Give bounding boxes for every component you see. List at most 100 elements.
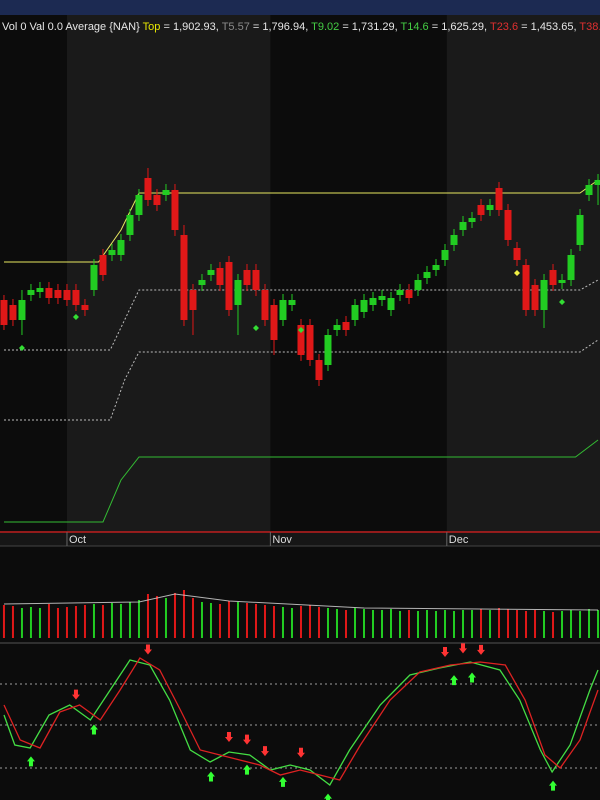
volume-bar [272,606,275,638]
candle-body [216,268,224,285]
header-segment: T23.6 [490,21,518,33]
volume-bar [326,608,329,638]
candle-body [324,335,332,365]
volume-bar [516,610,519,638]
volume-bar [254,604,257,638]
candle-body [342,322,350,330]
volume-bar [344,610,347,638]
candle-body [423,272,431,278]
x-tick-label: Dec [449,534,469,546]
volume-bar [525,611,528,638]
candle-body [594,180,600,185]
volume-bar [335,609,338,638]
volume-bar [20,608,23,638]
overlay-line [4,339,599,421]
candle-body [405,290,413,298]
candle-body [477,205,485,215]
volume-bar [137,600,140,638]
candle-body [513,248,521,260]
candle-body [99,255,107,275]
candle-body [81,305,89,310]
volume-bar [380,610,383,638]
volume-bar [191,598,194,638]
candle-body [243,270,251,285]
volume-bar [579,611,582,638]
oscillator-line [3,659,599,786]
header-segment: Vol 0 Val 0.0 Average {NAN} [2,21,143,33]
volume-bar [11,606,14,638]
buy-arrow [468,672,477,683]
candle-body [378,296,386,300]
volume-bar [146,594,149,638]
signal-diamond [72,314,79,320]
volume-bar [65,607,68,638]
volume-bar [182,590,185,638]
volume-bar [561,611,564,638]
candle-body [567,255,575,280]
candle-body [180,235,188,320]
volume-bar [534,610,537,638]
buy-arrow [549,780,558,791]
header-segment: Top [143,21,161,33]
candle-body [306,325,314,360]
volume-bar [263,605,266,638]
volume-bar [47,604,50,638]
candle-body [441,250,449,260]
candle-body [144,178,152,200]
candle-body [540,280,548,310]
volume-bar [444,610,447,638]
volume-bar [236,602,239,638]
candle-body [171,190,179,230]
header-segment: = 1,902.93, [160,21,221,33]
volume-bar [389,609,392,638]
volume-bar [164,598,167,638]
candle-body [252,270,260,290]
candle-body [432,265,440,270]
signal-diamond [559,299,566,305]
volume-bar [101,605,104,638]
volume-bar [227,601,230,638]
volume-bar [471,610,474,638]
candle-body [396,290,404,295]
candle-body [45,288,53,298]
volume-bar [173,593,176,638]
volume-bar [155,596,158,638]
candle-body [369,298,377,305]
volume-bar [290,608,293,638]
candle-body [117,240,125,255]
volume-bar [119,604,122,638]
sell-arrow [459,643,468,654]
x-tick-label: Nov [272,534,292,546]
candle-body [36,288,44,292]
volume-bar [83,605,86,638]
volume-bar [353,608,356,638]
candle-body [162,190,170,195]
candle-body [297,325,305,355]
volume-bar [480,609,483,638]
candle-body [270,305,278,340]
volume-bar [92,604,95,638]
volume-bar [2,605,5,638]
volume-bar [462,610,465,638]
candle-body [531,285,539,310]
buy-arrow [206,771,215,782]
candle-body [450,235,458,245]
volume-bar [128,602,131,638]
candle-body [459,222,467,230]
candle-body [558,280,566,283]
volume-bar [498,608,501,638]
volume-bar [362,609,365,638]
sell-arrow [71,689,80,700]
candle-body [54,290,62,298]
candle-body [135,195,143,215]
candle-body [225,262,233,310]
volume-bar [426,610,429,638]
volume-bar [597,610,600,638]
header-segment: = 1,796.94, [250,21,311,33]
candle-body [153,195,161,205]
signal-diamond [514,270,521,276]
candle-body [522,265,530,310]
candle-body [414,280,422,290]
